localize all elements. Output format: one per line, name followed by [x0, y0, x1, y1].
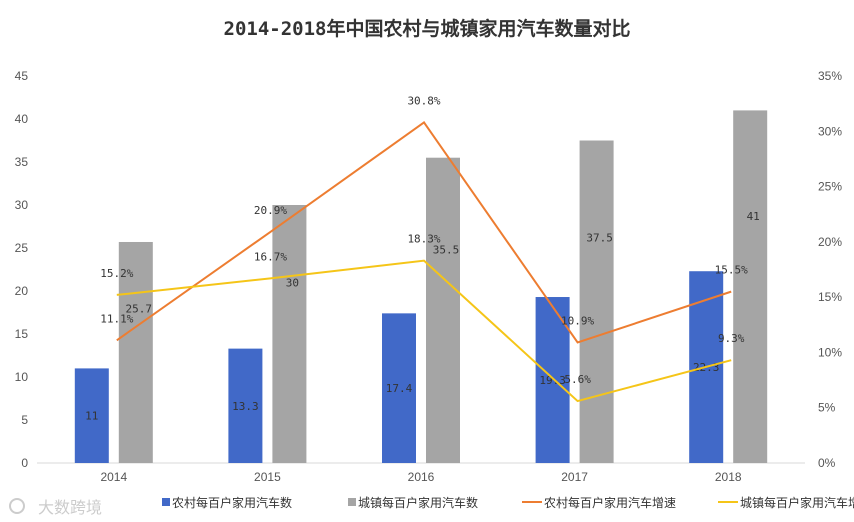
right-tick-label: 5%	[818, 401, 836, 415]
x-tick-label: 2014	[100, 470, 127, 484]
legend-label: 城镇每百户家用汽车数	[358, 495, 478, 510]
left-tick-label: 40	[15, 112, 29, 126]
right-tick-label: 0%	[818, 456, 836, 470]
bar-urban	[733, 110, 768, 464]
bar-data-label: 41	[747, 210, 760, 223]
left-tick-label: 35	[15, 155, 29, 169]
bar-data-label: 19.3	[539, 374, 566, 387]
legend-label: 农村每百户家用汽车增速	[544, 495, 676, 510]
line-data-label: 15.5%	[715, 264, 748, 277]
bar-data-label: 35.5	[433, 243, 460, 256]
left-tick-label: 5	[21, 413, 28, 427]
line-data-label: 5.6%	[564, 373, 591, 386]
legend-swatch	[348, 498, 356, 506]
legend-label: 农村每百户家用汽车数	[172, 495, 292, 510]
bar-rural	[74, 368, 109, 463]
bar-data-label: 11	[85, 410, 98, 423]
line-data-label: 20.9%	[254, 204, 287, 217]
watermark: 大数跨境	[38, 498, 102, 517]
x-tick-label: 2016	[408, 470, 435, 484]
bar-data-label: 30	[286, 276, 299, 289]
line-data-label: 15.2%	[100, 267, 133, 280]
left-tick-label: 25	[15, 241, 29, 255]
legend-swatch	[162, 498, 170, 506]
x-tick-label: 2017	[561, 470, 588, 484]
right-tick-label: 20%	[818, 235, 842, 249]
bar-urban	[579, 140, 614, 463]
left-tick-label: 45	[15, 69, 29, 83]
bar-data-label: 37.5	[586, 231, 613, 244]
rural-growth-line	[116, 121, 732, 344]
right-tick-label: 25%	[818, 180, 842, 194]
bar-rural	[535, 297, 570, 463]
urban-growth-line	[116, 259, 732, 403]
bar-urban	[272, 205, 307, 463]
bar-data-label: 13.3	[232, 400, 259, 413]
left-tick-label: 30	[15, 198, 29, 212]
right-tick-label: 35%	[818, 69, 842, 83]
left-tick-label: 20	[15, 284, 29, 298]
right-tick-label: 10%	[818, 345, 842, 359]
watermark-logo-icon	[9, 498, 25, 514]
legend-label: 城镇每百户家用汽车增速	[740, 495, 854, 510]
bar-urban	[426, 157, 460, 463]
chart-title: 2014-2018年中国农村与城镇家用汽车数量对比	[223, 18, 631, 40]
left-tick-label: 0	[21, 456, 28, 470]
line-data-label: 10.9%	[561, 314, 594, 327]
right-tick-label: 15%	[818, 290, 842, 304]
bar-data-label: 25.7	[126, 302, 153, 315]
left-tick-label: 10	[15, 370, 29, 384]
left-tick-label: 15	[15, 327, 29, 341]
right-tick-label: 30%	[818, 124, 842, 138]
x-tick-label: 2015	[254, 470, 281, 484]
bar-rural	[228, 348, 263, 463]
line-data-label: 9.3%	[718, 332, 745, 345]
line-data-label: 18.3%	[407, 233, 440, 246]
bar-data-label: 17.4	[386, 382, 413, 395]
line-data-label: 16.7%	[254, 250, 287, 263]
line-data-label: 30.8%	[407, 94, 440, 107]
line-data-label: 11.1%	[100, 312, 133, 325]
bar-urban	[118, 241, 153, 463]
bar-rural	[382, 313, 416, 463]
x-tick-label: 2018	[715, 470, 742, 484]
